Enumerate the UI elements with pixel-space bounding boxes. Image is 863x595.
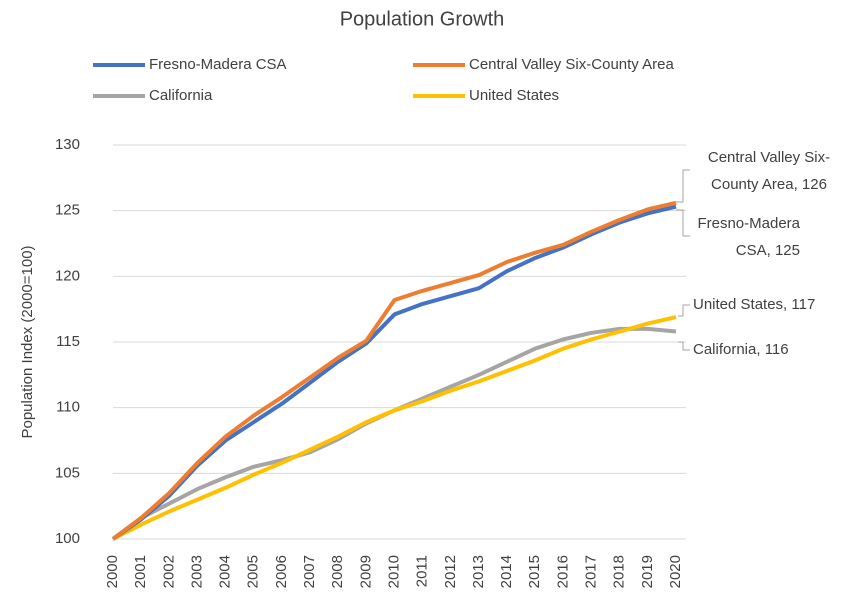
y-tick-label: 105 xyxy=(55,464,80,481)
legend-label: California xyxy=(149,87,213,104)
x-tick-label: 2003 xyxy=(188,555,205,588)
x-tick-label: 2009 xyxy=(357,555,374,588)
legend-label: United States xyxy=(469,87,559,104)
x-tick-label: 2016 xyxy=(554,555,571,588)
y-tick-label: 110 xyxy=(56,399,80,416)
data-label: County Area, 126 xyxy=(711,176,827,193)
legend-label: Fresno-Madera CSA xyxy=(149,56,287,73)
data-label: Fresno-Madera xyxy=(697,215,800,232)
x-tick-label: 2012 xyxy=(442,555,459,588)
x-tick-label: 2002 xyxy=(160,555,177,588)
y-axis-label: Population Index (2000=100) xyxy=(19,245,36,438)
x-tick-label: 2020 xyxy=(667,555,684,588)
annotation-leader xyxy=(678,341,690,351)
y-tick-label: 120 xyxy=(55,267,80,284)
x-tick-label: 2004 xyxy=(217,555,234,588)
y-tick-label: 115 xyxy=(56,333,80,350)
annotation-leader xyxy=(678,304,690,317)
x-tick-label: 2013 xyxy=(470,555,487,588)
x-tick-label: 2007 xyxy=(301,555,318,588)
data-label: United States, 117 xyxy=(693,296,815,313)
x-tick-label: 2018 xyxy=(611,555,628,588)
x-tick-label: 2015 xyxy=(526,555,543,588)
series-line xyxy=(111,200,677,541)
x-tick-label: 2017 xyxy=(583,555,600,588)
legend-label: Central Valley Six-County Area xyxy=(469,56,674,73)
series-line xyxy=(111,326,677,541)
x-tick-label: 2010 xyxy=(385,555,402,588)
x-tick-label: 2019 xyxy=(639,555,656,588)
x-tick-label: 2011 xyxy=(414,555,431,587)
chart-title: Population Growth xyxy=(340,8,505,30)
series-line xyxy=(112,315,677,541)
y-tick-label: 130 xyxy=(55,136,80,153)
series-line xyxy=(111,204,677,541)
data-label: California, 116 xyxy=(693,341,789,358)
x-tick-label: 2008 xyxy=(329,555,346,588)
x-tick-label: 2000 xyxy=(104,555,121,588)
data-label: Central Valley Six- xyxy=(708,149,830,166)
y-tick-label: 125 xyxy=(55,202,80,219)
data-label: CSA, 125 xyxy=(736,242,800,259)
annotation-leader xyxy=(676,209,690,237)
x-tick-label: 2005 xyxy=(245,555,262,588)
x-tick-label: 2006 xyxy=(273,555,290,588)
x-tick-label: 2001 xyxy=(132,555,149,588)
x-tick-label: 2014 xyxy=(498,555,515,588)
annotation-leader xyxy=(676,169,690,203)
y-tick-label: 100 xyxy=(55,530,80,547)
